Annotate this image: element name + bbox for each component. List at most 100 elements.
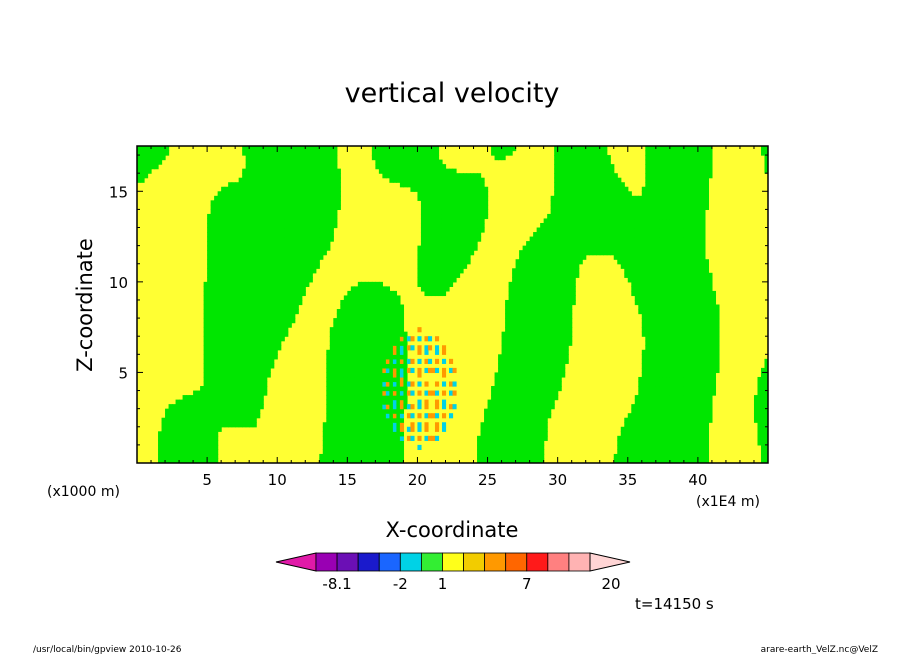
field-cell — [273, 191, 278, 197]
field-cell — [242, 331, 247, 337]
field-cell — [228, 390, 233, 396]
field-cell — [305, 254, 310, 260]
field-cell — [228, 241, 233, 247]
field-cell — [182, 458, 187, 463]
field-cell — [382, 376, 387, 383]
field-cell — [568, 155, 573, 161]
field-cell — [399, 327, 405, 333]
field-cell — [438, 164, 443, 170]
field-cell — [368, 281, 373, 287]
field-cell — [533, 236, 538, 242]
field-cell — [245, 155, 250, 161]
field-cell — [547, 227, 552, 233]
field-cell — [224, 232, 229, 238]
field-cell — [270, 159, 275, 165]
field-cell — [438, 259, 443, 265]
field-cell — [434, 259, 440, 265]
field-cell — [420, 146, 426, 152]
field-cell — [438, 263, 443, 269]
field-cell — [438, 168, 443, 174]
field-cell — [620, 435, 625, 441]
field-cell — [291, 281, 296, 287]
field-cell — [312, 241, 317, 247]
field-cell — [522, 404, 527, 410]
field-cell — [294, 241, 299, 247]
field-cell — [196, 435, 201, 441]
field-cell — [179, 440, 184, 446]
field-cell — [424, 213, 429, 220]
field-cell — [333, 453, 338, 460]
field-cell — [200, 386, 205, 392]
field-cell — [347, 390, 352, 396]
field-cell — [354, 309, 359, 315]
field-cell — [242, 272, 247, 278]
field-cell — [280, 191, 285, 197]
field-cell — [371, 336, 376, 342]
field-cell — [498, 372, 503, 378]
field-cell — [606, 195, 611, 201]
field-cell — [357, 449, 362, 455]
field-cell — [494, 146, 499, 152]
field-cell — [249, 363, 254, 369]
field-cell — [368, 295, 373, 301]
field-cell — [434, 250, 440, 256]
field-cell — [266, 195, 271, 201]
field-cell — [336, 417, 341, 423]
field-cell — [392, 372, 398, 378]
field-cell — [364, 336, 369, 342]
field-cell — [568, 340, 573, 346]
field-cell — [385, 173, 390, 179]
field-cell — [263, 367, 268, 374]
field-cell — [238, 354, 243, 360]
field-cell — [210, 209, 215, 215]
field-cell — [238, 404, 243, 410]
field-cell — [249, 245, 254, 251]
field-cell — [305, 209, 310, 215]
field-cell — [536, 286, 541, 292]
field-cell — [298, 286, 303, 292]
field-cell — [357, 313, 362, 319]
field-cell — [568, 232, 573, 238]
field-cell — [396, 458, 401, 463]
field-cell — [214, 327, 219, 333]
field-cell — [420, 245, 426, 251]
field-cell — [221, 417, 226, 423]
field-cell — [168, 453, 173, 460]
field-cell — [620, 204, 625, 210]
field-cell — [431, 222, 436, 229]
field-cell — [172, 458, 177, 463]
field-cell — [203, 381, 208, 387]
field-cell — [273, 218, 278, 224]
field-cell — [550, 358, 555, 364]
field-cell — [354, 390, 359, 396]
field-cell — [533, 268, 538, 274]
field-cell — [315, 150, 320, 156]
field-cell — [420, 195, 426, 201]
field-cell — [448, 281, 454, 287]
field-cell — [301, 286, 306, 292]
field-cell — [543, 331, 548, 337]
field-cell — [336, 191, 341, 197]
field-cell — [599, 213, 604, 220]
field-cell — [245, 408, 250, 414]
field-cell — [596, 164, 601, 170]
field-cell — [214, 277, 219, 283]
field-cell — [147, 155, 152, 161]
field-cell — [354, 322, 359, 328]
field-cell — [515, 363, 520, 369]
field-cell — [378, 304, 383, 310]
field-cell — [298, 191, 303, 197]
field-cell — [378, 444, 383, 451]
field-cell — [575, 272, 580, 278]
field-cell — [203, 399, 208, 405]
field-cell — [522, 349, 527, 355]
field-cell — [252, 413, 257, 419]
field-cell — [315, 218, 320, 224]
field-cell — [245, 309, 250, 315]
field-cell — [340, 458, 345, 463]
field-cell — [494, 404, 499, 410]
field-cell — [252, 263, 257, 269]
field-cell — [385, 363, 390, 369]
field-cell — [501, 381, 506, 387]
field-cell — [543, 372, 548, 378]
